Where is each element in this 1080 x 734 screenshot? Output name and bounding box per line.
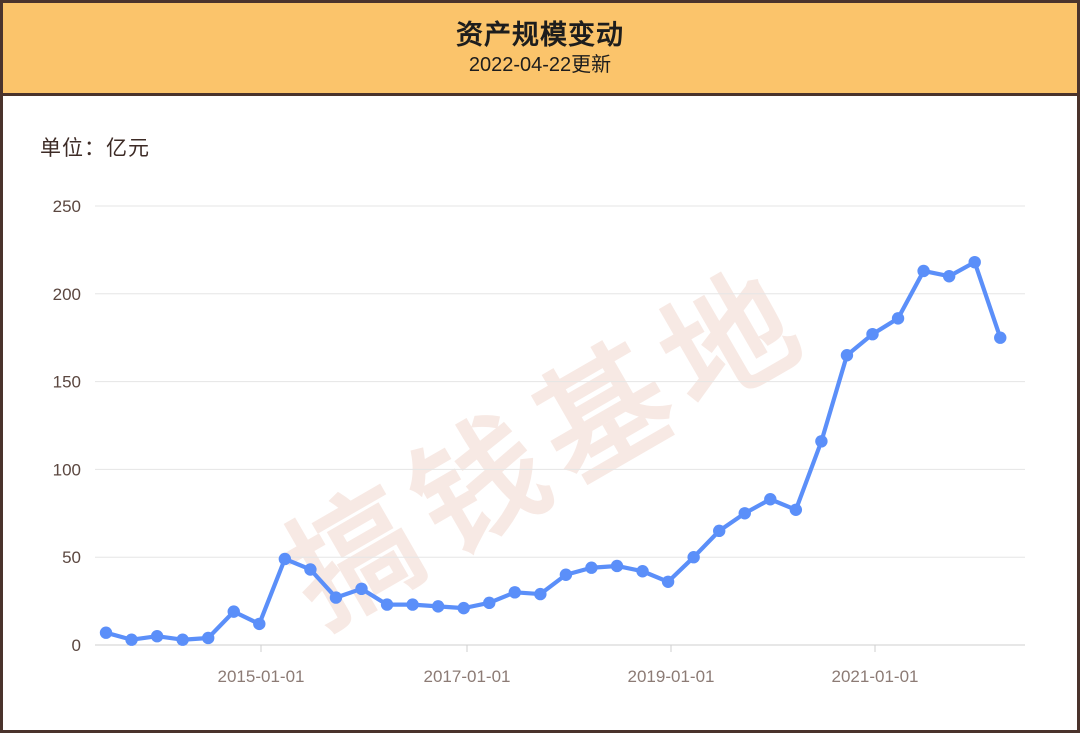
data-point[interactable] [150, 630, 164, 643]
y-axis-tick-label: 0 [72, 636, 81, 655]
data-point[interactable] [815, 435, 828, 448]
data-point[interactable] [713, 524, 726, 538]
data-point[interactable] [99, 626, 113, 639]
data-point[interactable] [866, 327, 879, 341]
data-point[interactable] [891, 312, 905, 325]
data-line [103, 260, 1003, 642]
unit-label: 单位：亿元 [40, 137, 150, 160]
data-point[interactable] [483, 596, 496, 610]
y-axis-tick-label: 50 [62, 548, 81, 567]
x-axis-tick-label: 2015-01-01 [218, 667, 305, 686]
data-point[interactable] [125, 633, 138, 646]
data-point[interactable] [636, 565, 649, 578]
y-axis-tick-label: 150 [53, 373, 81, 392]
data-point[interactable] [585, 561, 598, 574]
data-point[interactable] [994, 331, 1007, 344]
data-point[interactable] [227, 605, 240, 618]
data-point[interactable] [917, 264, 930, 278]
chart-header: 资产规模变动 2022-04-22更新 [3, 3, 1077, 96]
line-chart: 0 50 100 150 200 250 2015-01-01 2017-01-01 2019-… [53, 197, 1025, 686]
data-point[interactable] [764, 493, 777, 506]
data-point[interactable] [202, 631, 215, 645]
data-point[interactable] [457, 601, 470, 615]
data-point[interactable] [508, 586, 521, 599]
y-axis-tick-label: 200 [53, 285, 81, 304]
data-point[interactable] [176, 633, 189, 646]
data-point[interactable] [304, 563, 317, 576]
data-point[interactable] [406, 598, 419, 611]
data-point[interactable] [610, 559, 624, 573]
y-axis-tick-label: 100 [53, 460, 81, 479]
data-point[interactable] [840, 349, 854, 362]
data-point[interactable] [687, 551, 700, 564]
chart-body: 单位：亿元 搞钱基地 0 50 100 150 200 250 2015-01-01 2017… [3, 96, 1077, 730]
data-point[interactable] [380, 598, 394, 611]
data-point[interactable] [253, 617, 266, 631]
data-point[interactable] [355, 582, 368, 596]
x-axis-tick-label: 2017-01-01 [424, 667, 511, 686]
data-point[interactable] [968, 255, 981, 269]
data-point[interactable] [559, 568, 573, 581]
data-point[interactable] [738, 507, 751, 520]
page-title: 资产规模变动 [456, 19, 624, 50]
data-point[interactable] [661, 575, 675, 588]
data-point[interactable] [789, 503, 803, 516]
data-point[interactable] [431, 600, 445, 613]
data-point[interactable] [278, 552, 292, 566]
data-point[interactable] [942, 270, 956, 283]
y-axis-tick-label: 250 [53, 197, 81, 216]
data-point[interactable] [534, 587, 547, 601]
x-axis-tick-label: 2019-01-01 [628, 667, 715, 686]
data-point[interactable] [329, 591, 343, 604]
x-axis-tick-label: 2021-01-01 [832, 667, 919, 686]
update-timestamp: 2022-04-22更新 [468, 54, 612, 77]
